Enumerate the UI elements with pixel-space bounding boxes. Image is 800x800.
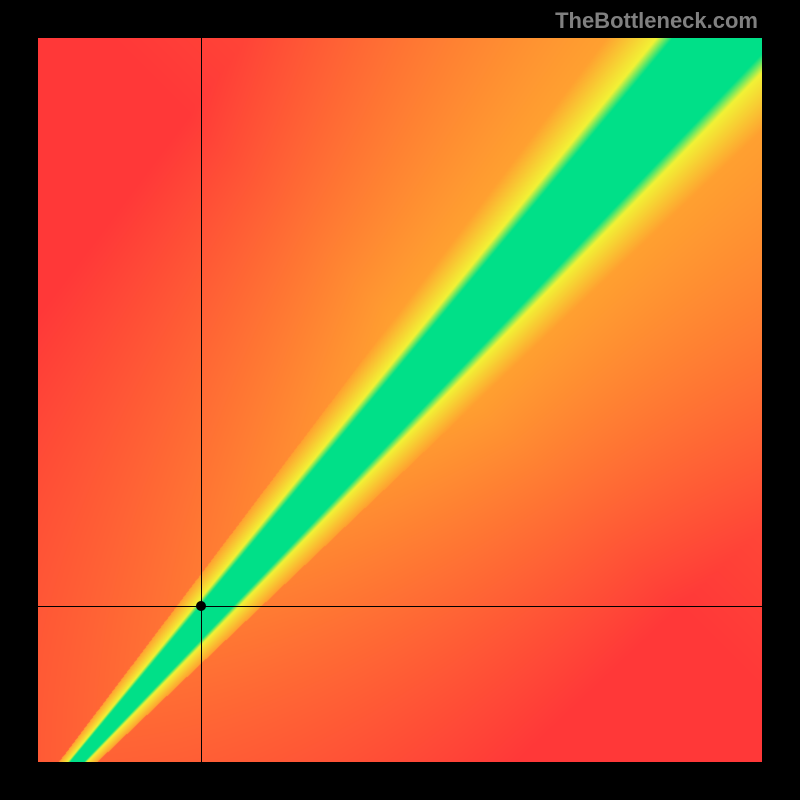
heatmap-canvas — [38, 38, 762, 762]
crosshair-horizontal — [38, 606, 762, 607]
marker-dot — [196, 601, 206, 611]
plot-area — [38, 38, 762, 762]
crosshair-vertical — [201, 38, 202, 762]
attribution-text: TheBottleneck.com — [555, 8, 758, 34]
